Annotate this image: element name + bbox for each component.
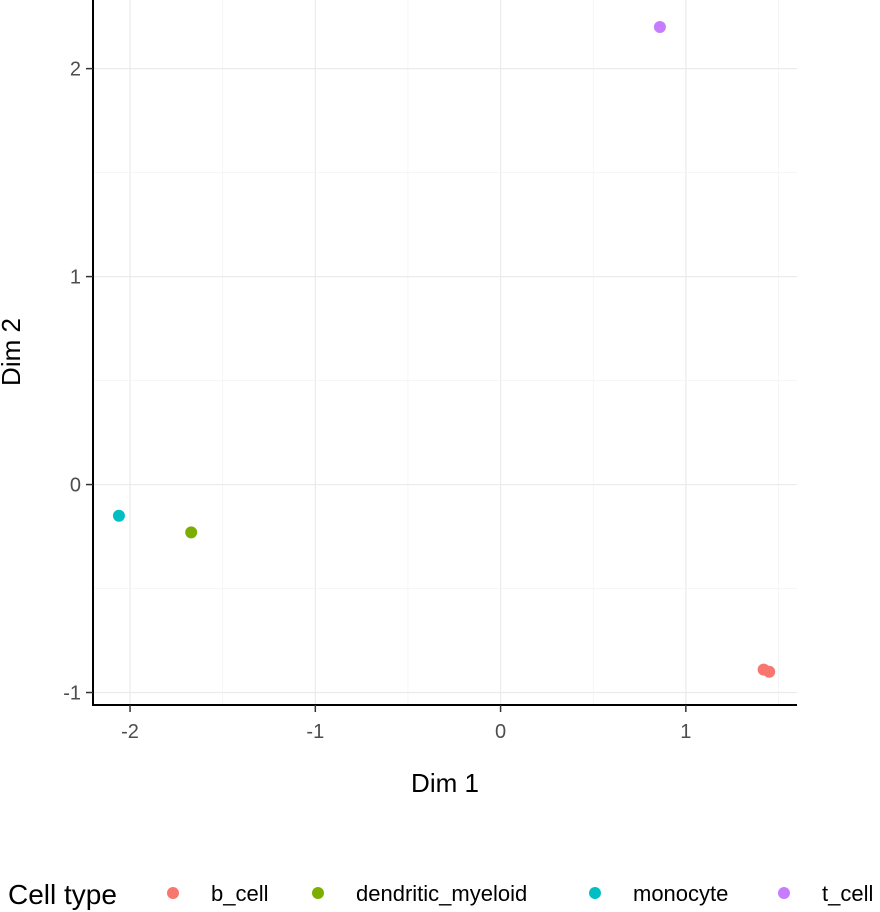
y-tick-label: -1 <box>63 683 81 705</box>
x-tick-label: 1 <box>680 721 691 743</box>
y-tick-label: 0 <box>70 475 81 497</box>
point-dendritic-myeloid <box>185 526 198 539</box>
y-axis-title: Dim 2 <box>0 318 26 386</box>
y-tick-label: 2 <box>70 59 81 81</box>
legend-label-monocyte: monocyte <box>633 881 728 906</box>
y-tick-label: 1 <box>70 267 81 289</box>
x-tick-label: -1 <box>306 721 324 743</box>
legend-label-t-cell: t_cell <box>822 881 873 906</box>
point-t-cell <box>653 21 666 34</box>
legend: Cell type b_cell dendritic_myeloid monocyt… <box>8 879 873 910</box>
legend-label-b-cell: b_cell <box>211 881 268 906</box>
points <box>112 21 776 678</box>
legend-key-b-cell <box>167 887 179 899</box>
legend-key-monocyte <box>589 887 601 899</box>
point-monocyte <box>112 509 125 522</box>
x-ticks: -2 -1 0 1 <box>121 705 691 743</box>
x-tick-label: 0 <box>495 721 506 743</box>
x-axis-title: Dim 1 <box>411 768 479 798</box>
legend-key-t-cell <box>778 887 790 899</box>
axes <box>92 0 797 706</box>
legend-label-dendritic-myeloid: dendritic_myeloid <box>356 881 527 906</box>
y-ticks: -1 0 1 2 <box>63 59 93 705</box>
grid <box>93 0 797 705</box>
legend-key-dendritic-myeloid <box>312 887 324 899</box>
x-tick-label: -2 <box>121 721 139 743</box>
legend-title: Cell type <box>8 879 117 910</box>
point-b-cell <box>763 665 776 678</box>
